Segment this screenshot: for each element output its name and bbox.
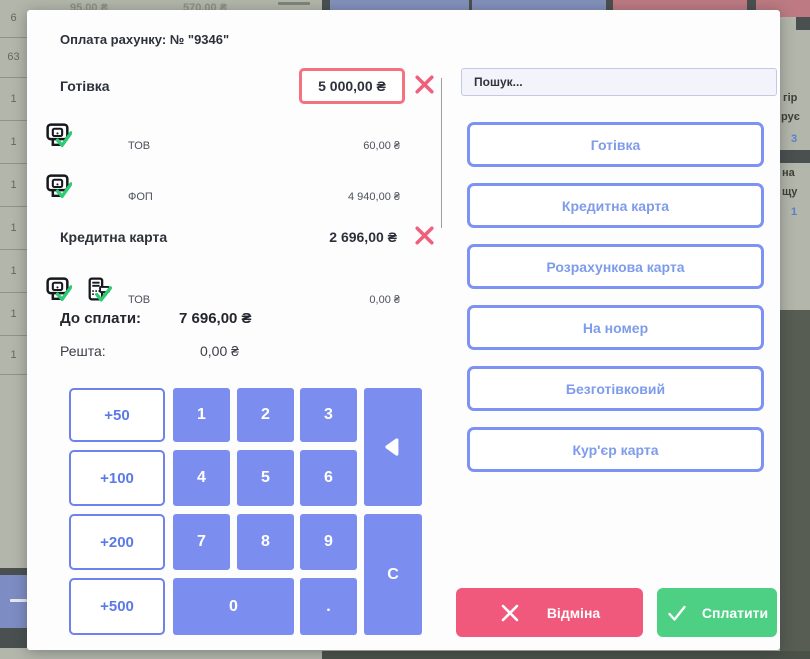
bg-qty-cell: 1 (0, 121, 27, 164)
cancel-x-icon (501, 604, 519, 621)
bg-text-fragment: 1 (791, 206, 798, 218)
bg-text-fragment: на (782, 167, 795, 179)
bg-qty-cell: 1 (0, 78, 27, 121)
quick-add-200-button[interactable]: +200 (69, 514, 165, 570)
numpad-backspace-button[interactable] (364, 388, 422, 506)
fiscal-printer-icon[interactable] (44, 122, 73, 155)
bg-block (796, 17, 810, 30)
bg-block (322, 651, 810, 659)
payment-line-amount: 0,00 ₴ (369, 294, 400, 306)
method-button-credit-card[interactable]: Кредитна карта (467, 183, 764, 228)
method-button-cash[interactable]: Готівка (467, 122, 764, 167)
method-button-debit-card[interactable]: Розрахункова карта (467, 244, 764, 289)
remove-payment-icon[interactable] (412, 72, 437, 97)
numpad-key-5[interactable]: 5 (237, 450, 294, 506)
payment-amount-selected[interactable]: 5 000,00 ₴ (299, 68, 405, 104)
numpad-key-1[interactable]: 1 (173, 388, 230, 442)
payment-line-label: ТОВ (128, 294, 151, 306)
search-input[interactable] (461, 68, 777, 96)
numpad-key-7[interactable]: 7 (173, 514, 230, 570)
bg-qty-cell: 63 (0, 38, 27, 78)
numpad-key-8[interactable]: 8 (237, 514, 294, 570)
numpad-key-3[interactable]: 3 (300, 388, 357, 442)
dialog-title: Оплата рахунку: № "9346" (60, 32, 230, 47)
due-value: 7 696,00 ₴ (179, 310, 252, 327)
numpad-key-dot[interactable]: . (300, 578, 357, 635)
bg-panel (780, 310, 810, 659)
bg-block (0, 628, 27, 648)
cancel-button[interactable]: Відміна (456, 588, 643, 637)
numpad-key-0[interactable]: 0 (173, 578, 294, 635)
method-button-to-number[interactable]: На номер (467, 305, 764, 350)
bg-qty-cell: 6 (0, 0, 27, 38)
numpad-clear-button[interactable]: C (364, 514, 422, 635)
change-value: 0,00 ₴ (200, 343, 239, 359)
payment-line-label: ФОП (128, 191, 153, 203)
bg-text-fragment: щу (782, 186, 798, 198)
bg-qty-cell: 1 (0, 164, 27, 207)
remove-payment-icon[interactable] (412, 223, 437, 248)
bg-divider (780, 150, 810, 163)
bg-qty-cell: 1 (0, 250, 27, 293)
bg-qty-cell: 1 (0, 207, 27, 250)
payment-line-amount: 60,00 ₴ (363, 140, 400, 152)
bg-text-fragment: рує (781, 111, 800, 123)
bg-qty-cell: 1 (0, 293, 27, 336)
pay-button[interactable]: Сплатити (657, 588, 777, 637)
quick-add-50-button[interactable]: +50 (69, 388, 165, 442)
bg-qty-cell: 1 (0, 336, 27, 375)
fiscal-printer-icon[interactable] (44, 173, 73, 206)
pay-label: Сплатити (701, 604, 769, 621)
payment-method-name: Готівка (60, 78, 110, 94)
payment-method-name: Кредитна карта (60, 229, 168, 245)
bg-button-red (780, 0, 810, 17)
bg-text-fragment: гір (783, 92, 798, 104)
bg-qty-column: 6 63 1 1 1 1 1 1 1 (0, 0, 27, 659)
payment-amount: 2 696,00 ₴ (329, 229, 397, 245)
method-button-cashless[interactable]: Безготівковий (467, 366, 764, 411)
due-label: До сплати: (60, 310, 142, 327)
quick-add-500-button[interactable]: +500 (69, 578, 165, 635)
pos-terminal-icon[interactable] (84, 276, 113, 309)
cancel-label: Відміна (546, 604, 601, 621)
numpad-key-2[interactable]: 2 (237, 388, 294, 442)
payment-amount-value: 5 000,00 ₴ (318, 78, 386, 94)
change-label: Решта: (60, 343, 106, 359)
bg-button-fragment (0, 575, 27, 628)
fiscal-printer-icon[interactable] (44, 276, 73, 309)
method-button-courier-card[interactable]: Кур'єр карта (467, 427, 764, 472)
pay-check-icon (668, 605, 686, 621)
numpad-key-9[interactable]: 9 (300, 514, 357, 570)
panel-divider (441, 78, 442, 228)
bg-block (0, 568, 27, 575)
numpad-key-4[interactable]: 4 (173, 450, 230, 506)
bg-text-fragment: 3 (791, 133, 798, 145)
quick-add-100-button[interactable]: +100 (69, 450, 165, 506)
numpad-key-6[interactable]: 6 (300, 450, 357, 506)
payment-dialog: Оплата рахунку: № "9346" Готівка 5 000,0… (27, 10, 780, 650)
payment-line-label: ТОВ (128, 140, 151, 152)
payment-line-amount: 4 940,00 ₴ (348, 191, 400, 203)
backspace-icon (385, 438, 399, 456)
